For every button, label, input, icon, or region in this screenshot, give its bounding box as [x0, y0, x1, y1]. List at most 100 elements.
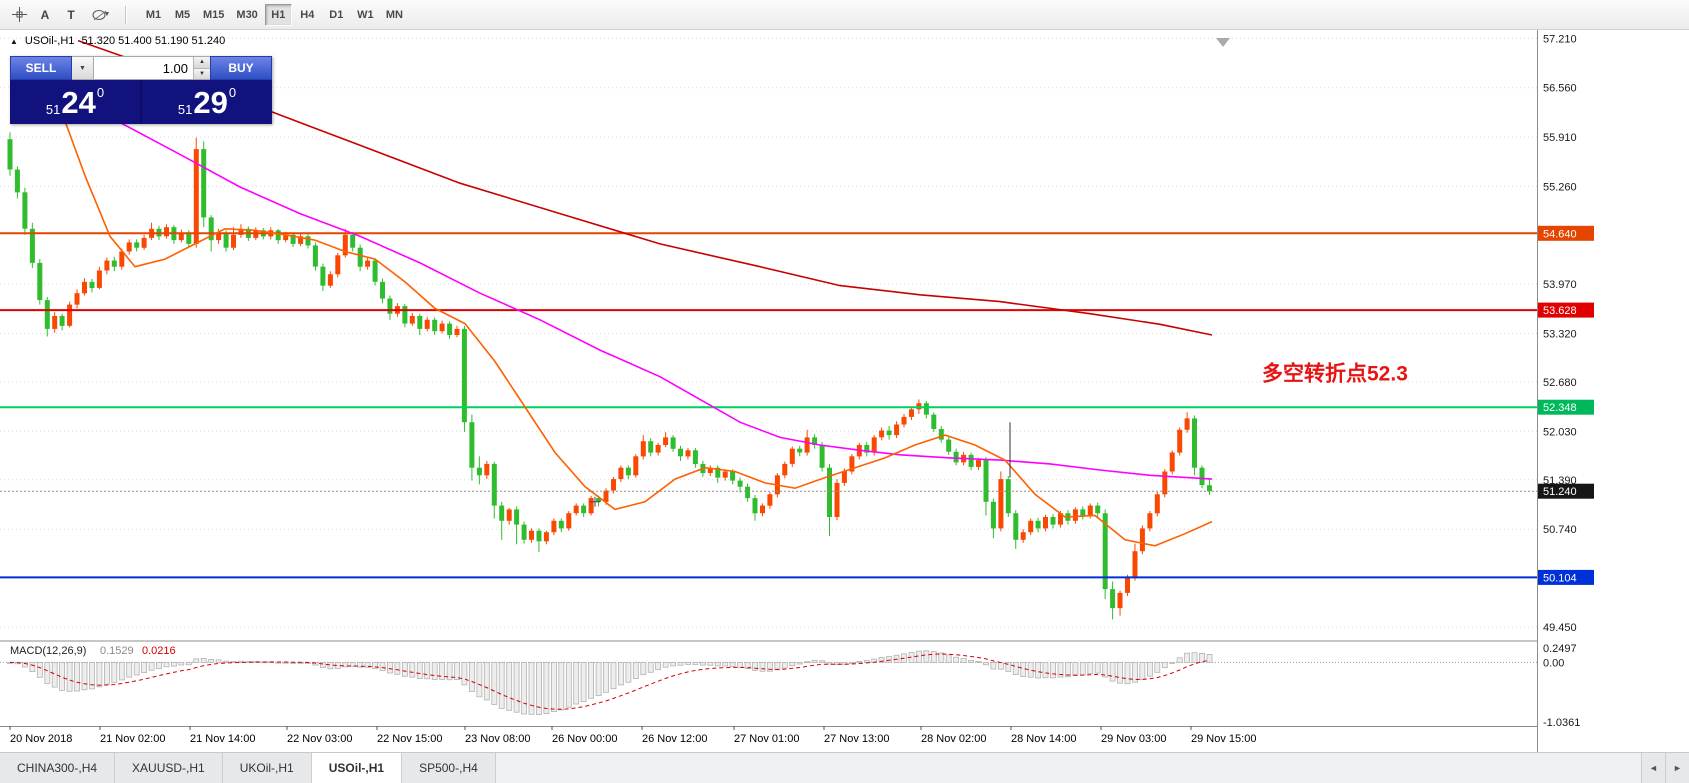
macd-histogram-bar — [811, 660, 818, 663]
tab-scroll-left-button[interactable]: ◄ — [1641, 753, 1665, 783]
macd-histogram-bar — [170, 662, 177, 667]
tab-scroll-right-button[interactable]: ► — [1665, 753, 1689, 783]
sell-button[interactable]: SELL — [10, 56, 72, 80]
candle-body — [1087, 505, 1093, 516]
chart-tab-usoil-h1[interactable]: USOil-,H1 — [311, 753, 403, 783]
timeframe-button-m30[interactable]: M30 — [236, 8, 258, 21]
timeframe-button-h4[interactable]: H4 — [300, 8, 315, 21]
sell-price-display[interactable]: 51 24 0 — [10, 80, 140, 124]
buy-price-display[interactable]: 51 29 0 — [142, 80, 272, 124]
price-axis-label: 55.260 — [1543, 181, 1577, 193]
macd-histogram-bar — [1169, 662, 1176, 664]
buy-price-base: 51 — [177, 102, 193, 117]
candle-body — [588, 498, 594, 514]
macd-histogram-bar — [1117, 662, 1123, 684]
macd-histogram-bar — [1012, 662, 1019, 676]
macd-histogram-bar — [21, 662, 28, 668]
chart-tab-xauusd-h1[interactable]: XAUUSD-,H1 — [115, 753, 223, 783]
candle-body — [461, 328, 467, 423]
candle-body — [760, 505, 765, 514]
price-badge-52.348 — [1538, 399, 1594, 415]
macd-histogram-bar — [759, 662, 766, 672]
candle-body — [506, 509, 512, 521]
macd-signal-value: 0.0216 — [142, 645, 176, 657]
macd-histogram-bar — [826, 662, 833, 665]
macd-axis-label: 0.2497 — [1543, 643, 1577, 655]
buy-price-pip: 0 — [228, 85, 237, 100]
candle-body — [44, 300, 50, 329]
chart-tab-china300-h4[interactable]: CHINA300-,H4 — [0, 753, 116, 783]
volume-step-down-button[interactable]: ▼ — [194, 68, 210, 79]
volume-dropdown-button[interactable]: ▼ — [72, 56, 94, 80]
buy-button[interactable]: BUY — [210, 56, 272, 80]
macd-histogram-bar — [312, 662, 319, 666]
shapes-tool-button[interactable]: ▼ — [84, 4, 118, 26]
time-axis-label: 26 Nov 00:00 — [552, 733, 617, 745]
candle-body — [909, 409, 914, 417]
price-badge-label: 51.240 — [1543, 486, 1577, 498]
macd-histogram-bar — [476, 662, 483, 698]
macd-histogram-bar — [685, 662, 691, 665]
candle-body — [387, 298, 393, 314]
candle-body — [439, 323, 445, 332]
macd-histogram-bar — [118, 662, 125, 681]
candle-body — [998, 479, 1004, 529]
macd-histogram-bar — [1161, 662, 1168, 669]
price-badge-53.628 — [1538, 302, 1594, 318]
macd-histogram-bar — [446, 662, 453, 681]
candle-body — [454, 328, 460, 335]
timeframe-button-m5[interactable]: M5 — [174, 8, 191, 21]
volume-step-up-button[interactable]: ▲ — [194, 57, 210, 69]
candle-body — [1162, 471, 1168, 495]
time-axis-label: 28 Nov 02:00 — [921, 733, 986, 745]
candle-body — [730, 471, 736, 481]
chart-tab-sp500-h4[interactable]: SP500-,H4 — [402, 753, 496, 783]
candle-body — [804, 437, 810, 453]
macd-histogram-bar — [1072, 662, 1079, 677]
macd-histogram-bar — [752, 662, 758, 671]
text-label-button[interactable]: T — [58, 4, 84, 26]
timeframe-button-h1[interactable]: H1 — [264, 3, 292, 26]
macd-histogram-bar — [193, 658, 200, 663]
timeframe-button-m1[interactable]: M1 — [145, 8, 162, 21]
timeframe-group: M1 M5 M15 M30 H1 H4 D1 W1 MN — [139, 3, 409, 26]
macd-histogram-bar — [1057, 662, 1064, 678]
one-click-trading-widget: SELL ▼ 1.00 ▲ ▼ BUY 51 24 0 51 29 — [10, 56, 272, 124]
candle-body — [1005, 479, 1011, 514]
price-axis-label: 57.210 — [1543, 33, 1577, 45]
candle-body — [119, 251, 125, 267]
candle-body — [283, 234, 289, 241]
candle-body — [1043, 517, 1048, 529]
price-axis-label: 49.450 — [1543, 622, 1577, 634]
macd-histogram-bar — [439, 662, 446, 680]
macd-histogram-bar — [1005, 662, 1012, 672]
candle-body — [59, 316, 65, 326]
crosshair-tool-button[interactable] — [6, 4, 32, 26]
timeframe-button-mn[interactable]: MN — [385, 8, 403, 21]
macd-histogram-bar — [401, 662, 408, 677]
candle-body — [1028, 520, 1034, 533]
volume-input[interactable]: 1.00 — [162, 60, 188, 76]
candle-body — [1102, 513, 1108, 590]
macd-histogram-bar — [372, 662, 379, 670]
price-chart[interactable]: 多空转折点52.3 MACD(12,26,9) 0.1529 0.0216 57.210… — [0, 30, 1689, 752]
price-axis-label: 55.910 — [1543, 132, 1577, 144]
timeframe-button-w1[interactable]: W1 — [357, 8, 374, 21]
candle-body — [640, 441, 646, 457]
text-annotation-button[interactable]: A — [32, 4, 58, 26]
candle-body — [164, 227, 169, 237]
macd-histogram-bar — [454, 662, 460, 681]
time-axis-label: 28 Nov 14:00 — [1011, 733, 1076, 745]
candle-body — [1154, 494, 1160, 514]
chart-tab-ukoil-h1[interactable]: UKOil-,H1 — [222, 753, 312, 783]
candle-body — [29, 228, 35, 263]
candle-body — [715, 467, 721, 478]
price-badge-54.640 — [1538, 225, 1594, 241]
cross-marker — [590, 496, 600, 507]
spin-down-icon: ▼ — [199, 70, 205, 77]
timeframe-button-d1[interactable]: D1 — [329, 8, 344, 21]
macd-histogram-bar — [1206, 654, 1213, 663]
timeframe-button-m15[interactable]: M15 — [203, 8, 225, 21]
candle-body — [7, 139, 13, 170]
